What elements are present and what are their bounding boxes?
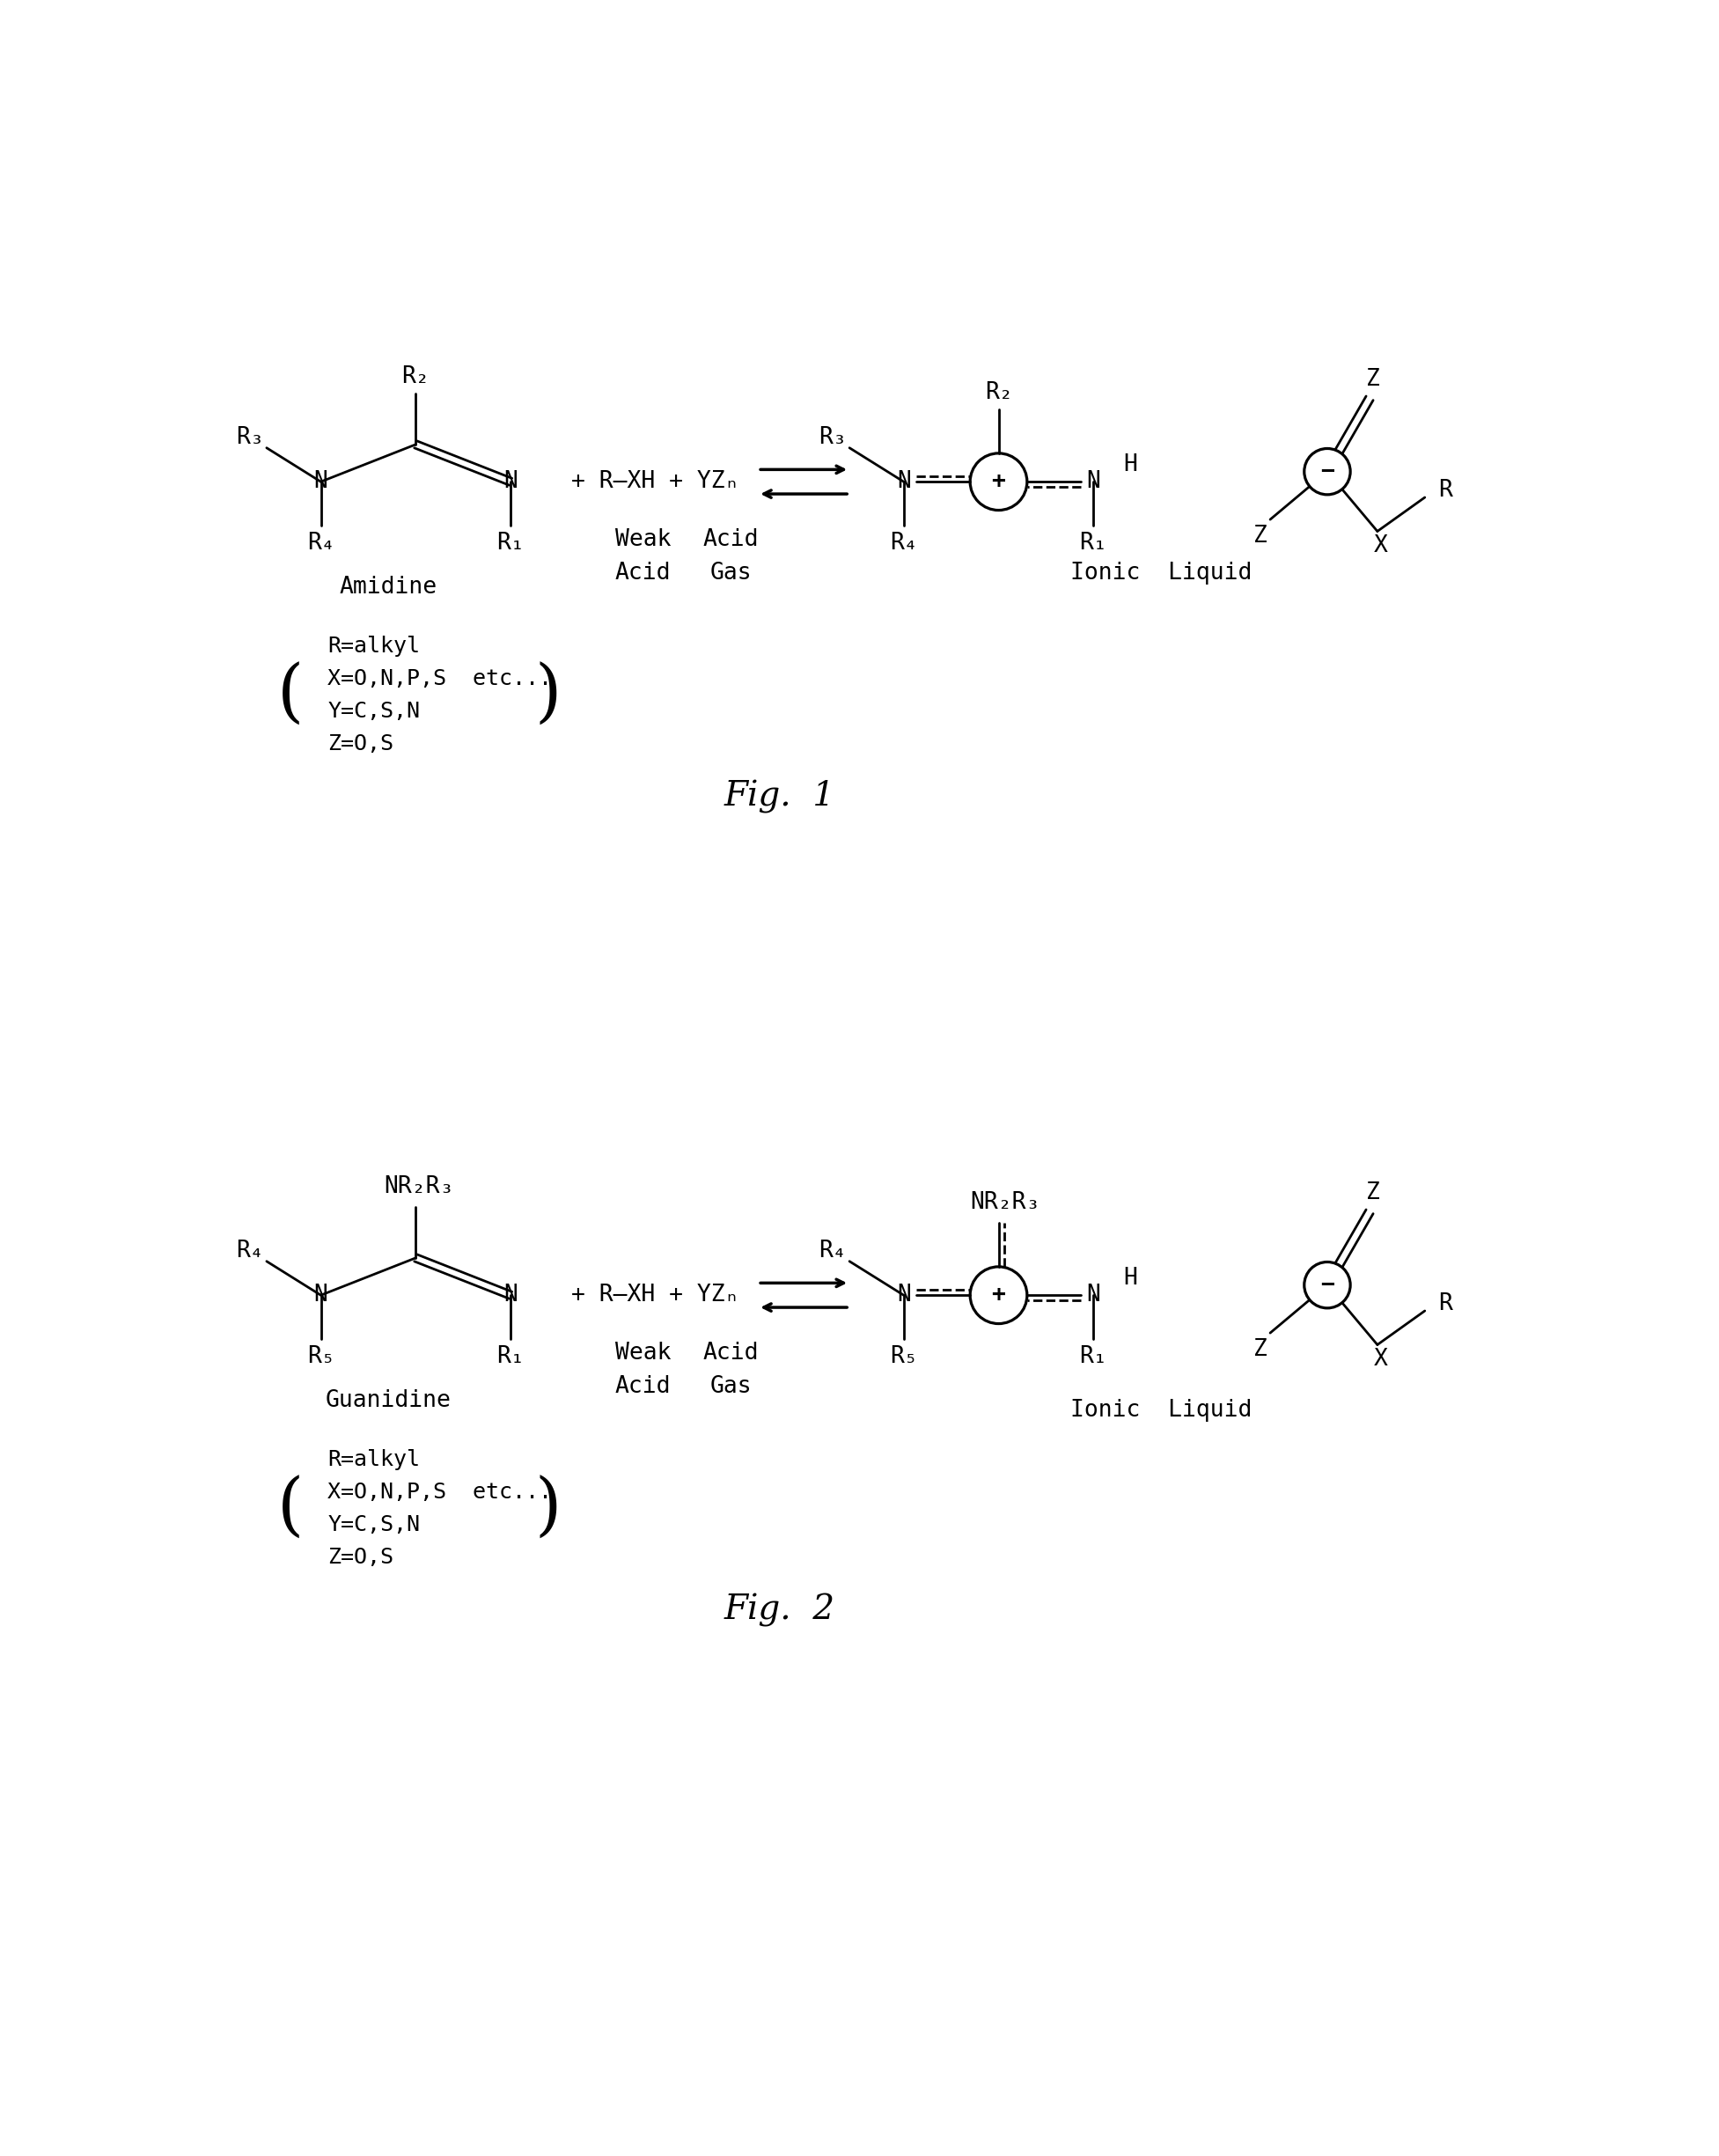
Text: Ionic  Liquid: Ionic Liquid (1071, 1399, 1251, 1421)
Text: +: + (992, 470, 1006, 494)
Text: R₅: R₅ (890, 1345, 918, 1367)
Text: X: X (1373, 1348, 1387, 1371)
Text: R₁: R₁ (497, 1345, 524, 1367)
Text: R=alkyl: R=alkyl (328, 1449, 419, 1470)
Text: Ionic  Liquid: Ionic Liquid (1071, 563, 1251, 584)
Text: R₃: R₃ (818, 427, 846, 448)
Text: R₂: R₂ (985, 382, 1012, 403)
Text: +: + (992, 1283, 1006, 1307)
Text: R₁: R₁ (497, 530, 524, 554)
Text: N: N (897, 1283, 911, 1307)
Text: ): ) (535, 1475, 560, 1542)
Text: R=alkyl: R=alkyl (328, 636, 419, 658)
Text: R: R (1439, 1294, 1453, 1315)
Text: Acid: Acid (703, 528, 758, 550)
Text: ): ) (535, 662, 560, 729)
Text: R₄: R₄ (890, 530, 918, 554)
Text: R₄: R₄ (236, 1240, 263, 1263)
Text: Fig.  1: Fig. 1 (724, 780, 835, 813)
Text: R₁: R₁ (1080, 530, 1107, 554)
Text: R: R (1439, 479, 1453, 502)
Text: N: N (315, 1283, 328, 1307)
Text: Z=O,S: Z=O,S (328, 1548, 394, 1567)
Text: Fig.  2: Fig. 2 (724, 1593, 835, 1628)
Text: (: ( (277, 662, 304, 729)
Text: (: ( (277, 1475, 304, 1542)
Text: N: N (1086, 1283, 1100, 1307)
Text: H: H (1124, 1268, 1138, 1289)
Text: NR₂R₃: NR₂R₃ (383, 1175, 454, 1199)
Text: Guanidine: Guanidine (325, 1388, 452, 1412)
Text: Z: Z (1253, 1339, 1267, 1360)
Text: Z: Z (1367, 369, 1380, 390)
Text: Y=C,S,N: Y=C,S,N (328, 701, 419, 722)
Text: Z=O,S: Z=O,S (328, 733, 394, 755)
Text: N: N (504, 1283, 517, 1307)
Text: + R–XH + YZₙ: + R–XH + YZₙ (572, 470, 739, 494)
Text: N: N (1086, 470, 1100, 494)
Text: R₅: R₅ (308, 1345, 335, 1367)
Text: X=O,N,P,S  etc...: X=O,N,P,S etc... (328, 1481, 552, 1503)
Text: N: N (897, 470, 911, 494)
Text: NR₂R₃: NR₂R₃ (971, 1190, 1040, 1214)
Text: Weak: Weak (615, 1341, 670, 1365)
Text: Y=C,S,N: Y=C,S,N (328, 1514, 419, 1535)
Text: Z: Z (1253, 526, 1267, 548)
Text: Gas: Gas (710, 1376, 751, 1397)
Text: N: N (504, 470, 517, 494)
Text: −: − (1320, 459, 1334, 483)
Text: Acid: Acid (703, 1341, 758, 1365)
Text: X: X (1373, 535, 1387, 558)
Text: R₁: R₁ (1080, 1345, 1107, 1367)
Text: R₂: R₂ (402, 364, 430, 388)
Text: R₄: R₄ (818, 1240, 846, 1263)
Text: R₄: R₄ (308, 530, 335, 554)
Text: Amidine: Amidine (340, 576, 438, 597)
Text: −: − (1320, 1274, 1334, 1296)
Text: N: N (315, 470, 328, 494)
Text: Acid: Acid (615, 1376, 670, 1397)
Text: R₃: R₃ (236, 427, 263, 448)
Text: Acid: Acid (615, 563, 670, 584)
Text: X=O,N,P,S  etc...: X=O,N,P,S etc... (328, 668, 552, 690)
Text: Weak: Weak (615, 528, 670, 550)
Text: Z: Z (1367, 1181, 1380, 1203)
Text: Gas: Gas (710, 563, 751, 584)
Text: + R–XH + YZₙ: + R–XH + YZₙ (572, 1283, 739, 1307)
Text: H: H (1124, 453, 1138, 476)
